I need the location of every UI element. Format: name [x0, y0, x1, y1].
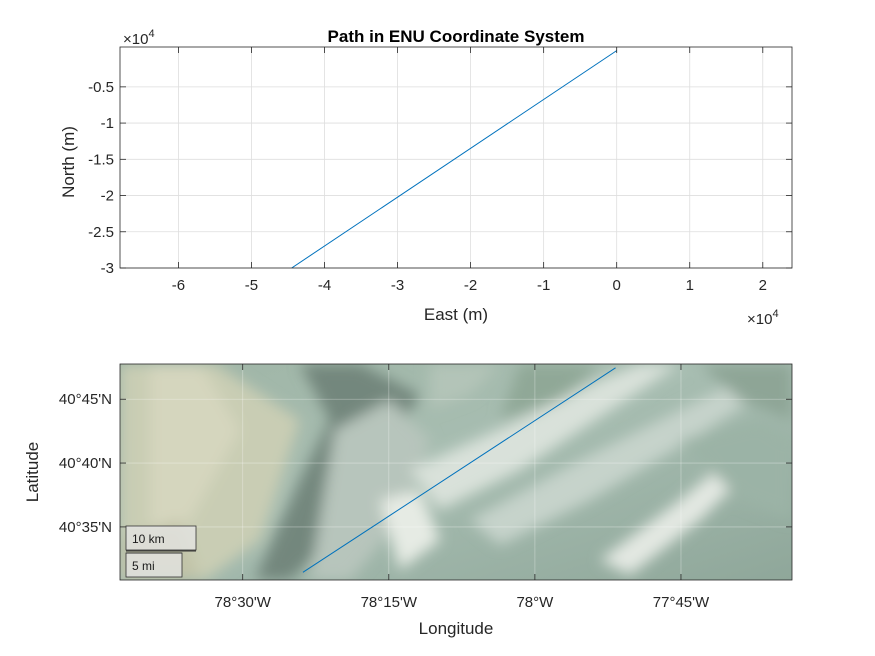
enu-xtick-label: 0	[613, 277, 621, 294]
geo-map[interactable]: 78°30'W 78°15'W 78°W 77°45'W 40°45'N 40°40'N 4…	[23, 363, 793, 638]
enu-x-exponent: ×104	[747, 308, 779, 328]
enu-y-exponent: ×104	[123, 28, 155, 48]
enu-ylabel: North (m)	[59, 126, 78, 198]
enu-ytick-label: -1.5	[88, 151, 114, 168]
enu-ytick-label: -0.5	[88, 79, 114, 96]
enu-title: Path in ENU Coordinate System	[328, 27, 585, 46]
scale-bar-mi-box	[125, 552, 183, 578]
enu-series	[291, 50, 617, 268]
map-ytick-label: 40°35'N	[59, 519, 112, 536]
map-path-line	[302, 367, 616, 573]
enu-ytick-label: -2.5	[88, 224, 114, 241]
enu-xtick-label: 2	[759, 277, 767, 294]
enu-xtick-label: -6	[172, 277, 185, 294]
enu-path-line	[291, 50, 617, 268]
map-axes-box	[119, 363, 793, 581]
map-xtick-label: 77°45'W	[653, 594, 710, 611]
map-grid	[120, 364, 792, 580]
enu-ytick-label: -1	[101, 115, 114, 132]
map-ytick-label: 40°40'N	[59, 455, 112, 472]
map-ylabel: Latitude	[23, 442, 42, 503]
scale-bar-mi-label: 5 mi	[132, 559, 155, 573]
map-xtick-label: 78°30'W	[215, 594, 272, 611]
enu-xtick-label: -5	[245, 277, 258, 294]
map-xlabel: Longitude	[419, 619, 494, 638]
map-series	[302, 367, 616, 573]
enu-ytick-label: -2	[101, 188, 114, 205]
enu-xlabel: East (m)	[424, 305, 488, 324]
enu-ticks: -6 -5 -4 -3 -2 -1 0 1 2 -0.5 -1 -1.5 -2 -2.5 -3	[88, 47, 792, 294]
scale-bar: 10 km 5 mi	[125, 525, 197, 578]
enu-xtick-label: 1	[686, 277, 694, 294]
map-xtick-label: 78°W	[516, 594, 554, 611]
enu-xtick-label: -4	[318, 277, 331, 294]
map-xtick-label: 78°15'W	[361, 594, 418, 611]
scale-bar-km-box	[125, 525, 197, 551]
enu-axes-box	[119, 46, 793, 269]
enu-ytick-label: -3	[101, 260, 114, 277]
map-ticks: 78°30'W 78°15'W 78°W 77°45'W 40°45'N 40°40'N 4…	[59, 364, 792, 611]
enu-xtick-label: -3	[391, 277, 404, 294]
enu-xtick-label: -1	[537, 277, 550, 294]
scale-bar-km-label: 10 km	[132, 532, 165, 546]
enu-xtick-label: -2	[464, 277, 477, 294]
terrain-basemap	[120, 364, 792, 580]
map-ytick-label: 40°45'N	[59, 391, 112, 408]
enu-plot: -6 -5 -4 -3 -2 -1 0 1 2 -0.5 -1 -1.5 -2 -2.5 -3 Path i…	[59, 27, 793, 328]
